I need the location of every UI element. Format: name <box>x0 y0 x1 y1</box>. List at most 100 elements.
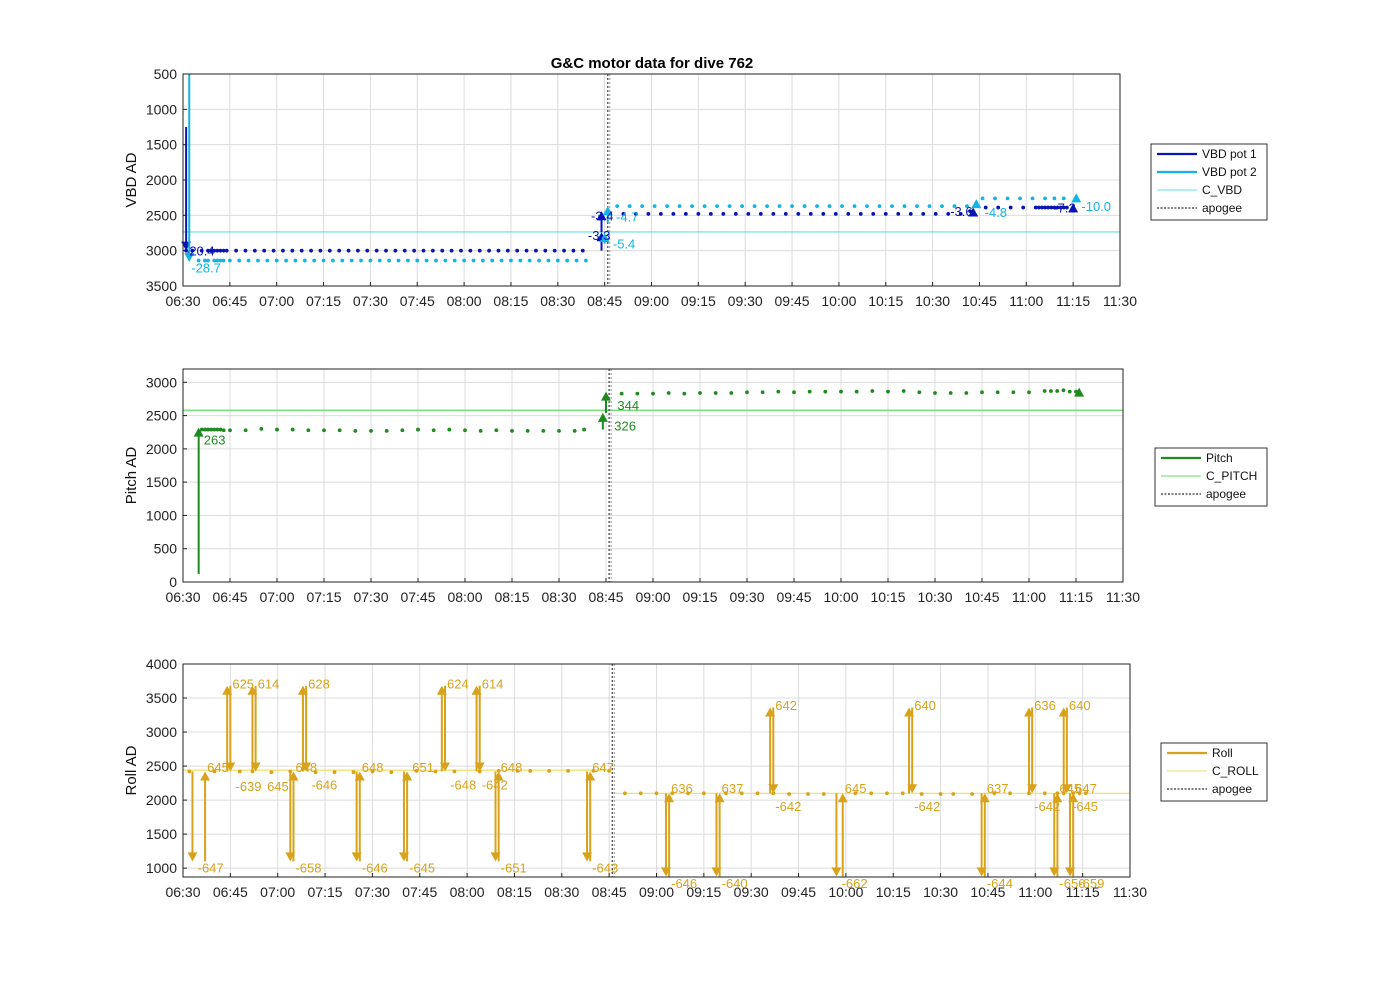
arrow-head <box>1068 203 1079 213</box>
data-point <box>449 248 454 253</box>
x-tick-label: 06:30 <box>165 589 200 605</box>
data-point <box>337 428 342 433</box>
data-point <box>839 389 843 394</box>
arrow-head <box>184 252 195 262</box>
data-point <box>1011 390 1016 395</box>
data-point <box>1043 205 1047 210</box>
data-label: 640 <box>1069 698 1091 713</box>
data-point <box>621 212 626 216</box>
data-point <box>1067 389 1072 394</box>
legend-entry: C_VBD <box>1202 183 1242 197</box>
data-point <box>765 204 769 209</box>
x-tick-label: 07:45 <box>400 293 435 309</box>
data-label: 640 <box>914 698 936 713</box>
data-point <box>400 428 405 433</box>
data-point <box>1042 791 1047 796</box>
data-point <box>351 770 356 775</box>
data-point <box>199 248 204 253</box>
x-tick-label: 10:30 <box>917 589 952 605</box>
data-label: -648 <box>450 777 476 792</box>
data-point <box>463 428 467 433</box>
data-point <box>452 258 457 263</box>
data-point <box>356 248 360 253</box>
data-point <box>698 391 702 395</box>
arrow-head <box>831 867 842 877</box>
data-point <box>938 792 943 796</box>
data-point <box>964 391 969 395</box>
data-point <box>1058 205 1063 210</box>
data-label: 637 <box>987 781 1009 796</box>
data-label: 326 <box>614 419 636 434</box>
data-point <box>412 248 417 253</box>
data-point <box>640 204 645 209</box>
x-tick-label: 07:30 <box>353 589 388 605</box>
x-tick-label: 09:30 <box>734 884 769 900</box>
data-label: -662 <box>842 876 868 891</box>
data-label: -659 <box>1078 876 1104 891</box>
data-point <box>574 258 579 263</box>
arrow-head <box>1061 784 1072 794</box>
data-point <box>846 212 851 216</box>
y-axis-label: Pitch AD <box>123 447 140 505</box>
data-point <box>384 248 388 253</box>
data-point <box>281 248 285 253</box>
x-tick-label: 06:30 <box>165 293 200 309</box>
data-point <box>212 427 217 432</box>
data-point <box>1008 205 1013 210</box>
legend-entry: VBD pot 2 <box>1202 165 1257 179</box>
x-tick-label: 08:45 <box>592 884 627 900</box>
data-point <box>965 204 969 209</box>
data-label: -4.7 <box>616 210 638 225</box>
data-point <box>227 258 232 263</box>
data-point <box>234 248 238 253</box>
data-point <box>368 258 373 263</box>
data-point <box>256 258 260 263</box>
data-point <box>787 792 791 796</box>
data-point <box>883 212 888 216</box>
data-point <box>871 212 876 216</box>
arrow-head <box>601 391 611 401</box>
data-point <box>724 791 728 796</box>
data-point <box>462 258 466 263</box>
legend-entry: C_ROLL <box>1212 764 1259 778</box>
data-point <box>527 258 532 263</box>
x-tick-label: 07:00 <box>259 589 294 605</box>
data-point <box>627 204 632 209</box>
data-label: -656 <box>1059 876 1085 891</box>
data-point <box>434 258 438 263</box>
data-point <box>1030 196 1035 201</box>
data-label: 645 <box>845 781 867 796</box>
y-tick-label: 2000 <box>146 792 177 808</box>
data-point <box>349 258 354 263</box>
legend-entry: Roll <box>1212 746 1233 760</box>
data-point <box>1040 205 1044 210</box>
chart-panel-2: 06:30 06:45 07:00 07:15 07:30 07:45 08:00 08:15… <box>123 368 1268 605</box>
y-tick-label: 0 <box>169 574 177 590</box>
legend-box <box>1150 143 1268 221</box>
data-point <box>546 258 551 263</box>
data-point <box>209 248 214 253</box>
data-label: -7.2 <box>1053 201 1075 216</box>
data-point <box>654 791 659 796</box>
arrow-head <box>599 233 610 242</box>
arrow-head <box>1071 193 1082 203</box>
arrow-head <box>474 762 485 772</box>
data-point <box>202 258 207 263</box>
x-tick-label: 09:45 <box>775 293 810 309</box>
data-point <box>927 204 932 209</box>
data-point <box>327 248 332 253</box>
x-tick-label: 09:15 <box>686 884 721 900</box>
data-point <box>896 212 901 216</box>
data-point <box>708 212 713 216</box>
data-point <box>792 390 796 395</box>
data-label: -651 <box>501 860 527 875</box>
y-tick-label: 2500 <box>146 408 177 424</box>
data-label: -644 <box>987 876 1013 891</box>
data-point <box>562 248 566 253</box>
data-point <box>591 768 596 773</box>
data-label: -5.4 <box>613 237 635 252</box>
data-point <box>696 212 701 216</box>
data-label: 625 <box>232 677 254 692</box>
data-point <box>900 791 905 796</box>
